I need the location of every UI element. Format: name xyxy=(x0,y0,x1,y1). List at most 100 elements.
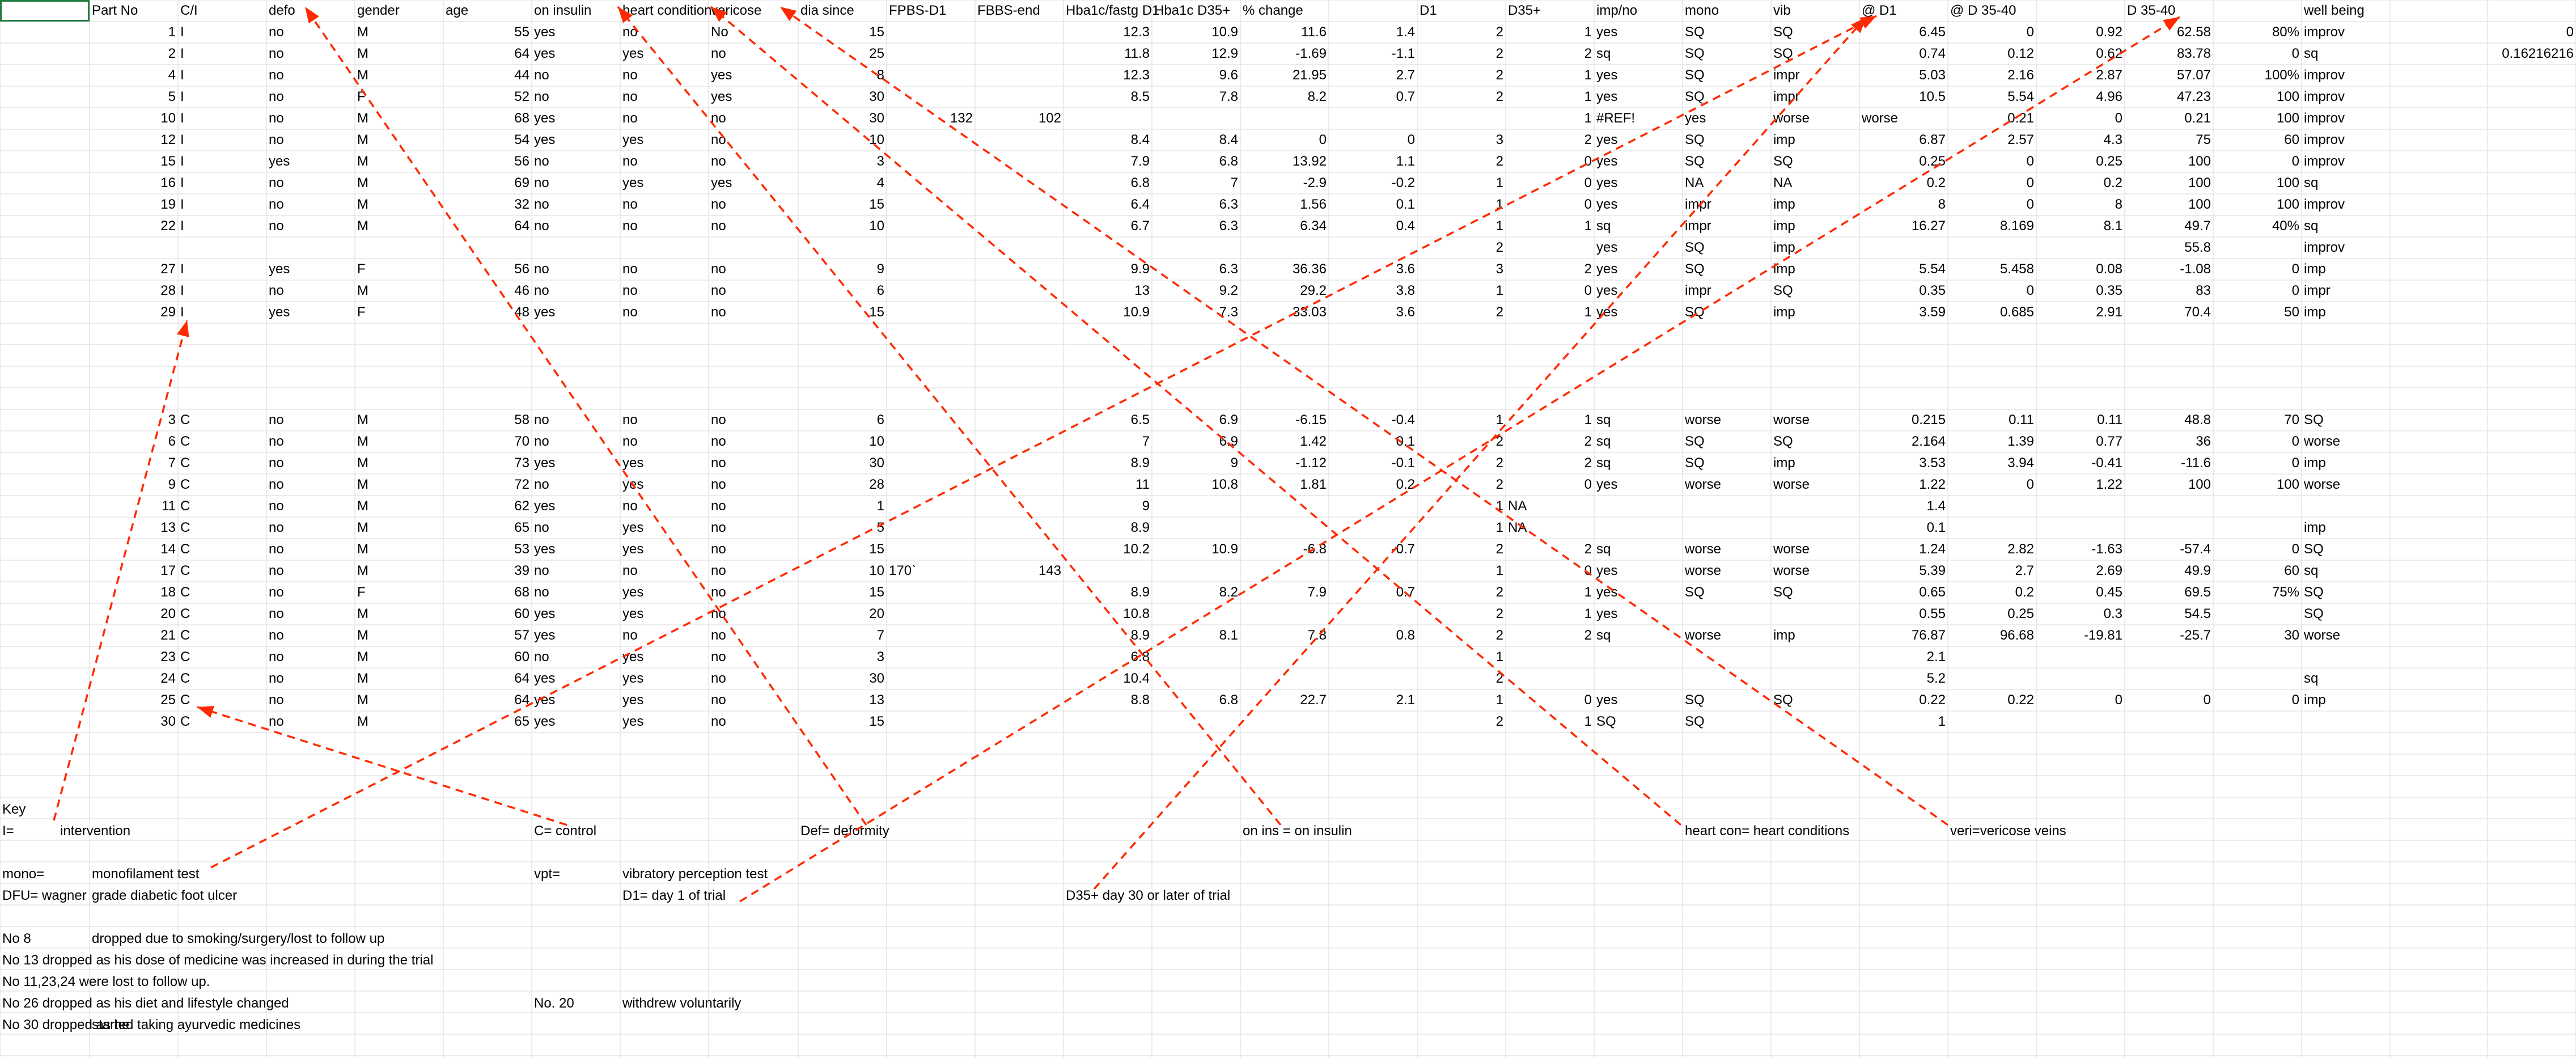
table-cell[interactable]: 9 xyxy=(1230,455,1238,471)
table-cell[interactable]: 6.8 xyxy=(1130,175,1150,191)
table-cell[interactable]: 0.8 xyxy=(1396,628,1415,643)
table-cell[interactable]: imp xyxy=(1773,197,1795,212)
table-cell[interactable]: no xyxy=(622,434,638,449)
table-cell[interactable]: M xyxy=(357,606,368,621)
table-cell[interactable]: improv xyxy=(2304,132,2345,147)
column-header[interactable]: @ D1 xyxy=(1862,3,1897,18)
table-cell[interactable]: yes xyxy=(269,304,290,320)
table-cell[interactable]: 8.4 xyxy=(1219,132,1238,147)
table-cell[interactable]: no xyxy=(534,218,549,234)
table-cell[interactable]: 62 xyxy=(514,498,529,514)
table-cell[interactable]: no xyxy=(622,261,638,277)
table-cell[interactable]: sq xyxy=(2304,46,2319,61)
table-cell[interactable]: 3.6 xyxy=(1396,304,1415,320)
table-cell[interactable]: 2 xyxy=(1584,46,1592,61)
column-header[interactable]: on insulin xyxy=(534,3,592,18)
table-cell[interactable]: 0.1 xyxy=(1396,197,1415,212)
table-cell[interactable]: no xyxy=(711,218,726,234)
table-cell[interactable]: 96.68 xyxy=(1999,628,2034,643)
table-cell[interactable]: no xyxy=(711,132,726,147)
table-cell[interactable]: 0.35 xyxy=(1919,283,1946,298)
table-cell[interactable]: no xyxy=(711,261,726,277)
table-cell[interactable]: NA xyxy=(1773,175,1793,191)
table-cell[interactable]: I xyxy=(180,175,184,191)
table-cell[interactable]: 0.08 xyxy=(2096,261,2122,277)
table-cell[interactable]: M xyxy=(357,111,368,126)
table-cell[interactable]: SQ xyxy=(1685,240,1705,255)
table-cell[interactable]: yes xyxy=(269,154,290,169)
table-cell[interactable]: 8.1 xyxy=(2103,218,2122,234)
table-cell[interactable]: 1.56 xyxy=(1300,197,1327,212)
table-cell[interactable]: 22 xyxy=(160,218,176,234)
table-cell[interactable]: 6.9 xyxy=(1219,434,1238,449)
table-cell[interactable]: 0.22 xyxy=(2007,692,2034,708)
table-cell[interactable]: 5.458 xyxy=(1999,261,2034,277)
table-cell[interactable]: imp xyxy=(1773,628,1795,643)
table-cell[interactable]: yes xyxy=(622,671,644,686)
table-cell[interactable]: 2 xyxy=(1495,89,1503,104)
key-insulin[interactable]: on ins = on insulin xyxy=(1243,823,1352,839)
table-cell[interactable]: I xyxy=(180,24,184,40)
table-cell[interactable]: 60 xyxy=(514,606,529,621)
table-cell[interactable]: no xyxy=(269,434,284,449)
table-cell[interactable]: no xyxy=(269,218,284,234)
table-cell[interactable]: yes xyxy=(1596,477,1618,492)
table-cell[interactable]: 64 xyxy=(514,46,529,61)
table-cell[interactable]: -25.7 xyxy=(2180,628,2211,643)
table-cell[interactable]: 0.21 xyxy=(2184,111,2211,126)
table-cell[interactable]: yes xyxy=(711,89,732,104)
table-cell[interactable]: 0.16216216 xyxy=(2502,46,2574,61)
table-cell[interactable]: yes xyxy=(1596,197,1618,212)
table-cell[interactable]: 3 xyxy=(168,412,176,428)
table-cell[interactable]: No xyxy=(711,24,728,40)
table-cell[interactable]: C xyxy=(180,541,190,557)
table-cell[interactable]: 3 xyxy=(1495,261,1503,277)
table-cell[interactable]: 1 xyxy=(1584,89,1592,104)
table-cell[interactable]: no xyxy=(711,154,726,169)
table-cell[interactable]: yes xyxy=(622,649,644,665)
table-cell[interactable]: 1.4 xyxy=(1926,498,1946,514)
table-cell[interactable]: sq xyxy=(2304,175,2319,191)
table-cell[interactable]: SQ xyxy=(1773,46,1793,61)
table-cell[interactable]: I xyxy=(180,283,184,298)
table-cell[interactable]: 0.4 xyxy=(1396,218,1415,234)
table-cell[interactable]: impr xyxy=(1773,67,1800,83)
table-cell[interactable]: 8 xyxy=(2115,197,2122,212)
table-cell[interactable]: yes xyxy=(622,692,644,708)
table-cell[interactable]: 3 xyxy=(876,154,884,169)
table-cell[interactable]: 2.69 xyxy=(2096,563,2122,578)
table-cell[interactable]: 2 xyxy=(1495,606,1503,621)
table-cell[interactable]: 53 xyxy=(514,541,529,557)
table-cell[interactable]: 3 xyxy=(1495,132,1503,147)
table-cell[interactable]: yes xyxy=(534,628,556,643)
table-cell[interactable]: 0.2 xyxy=(1396,477,1415,492)
table-cell[interactable]: 83 xyxy=(2196,283,2211,298)
table-cell[interactable]: 8.5 xyxy=(1130,89,1150,104)
table-cell[interactable]: no xyxy=(269,649,284,665)
table-cell[interactable]: yes xyxy=(1596,240,1618,255)
table-cell[interactable]: NA xyxy=(1685,175,1704,191)
table-cell[interactable]: no xyxy=(534,412,549,428)
column-header[interactable]: vib xyxy=(1773,3,1791,18)
table-cell[interactable]: 11.8 xyxy=(1124,46,1150,61)
table-cell[interactable]: yes xyxy=(534,541,556,557)
table-cell[interactable]: 1.39 xyxy=(2007,434,2034,449)
table-cell[interactable]: I xyxy=(180,89,184,104)
table-cell[interactable]: 55.8 xyxy=(2184,240,2211,255)
table-cell[interactable]: 2 xyxy=(1584,261,1592,277)
table-cell[interactable]: SQ xyxy=(1685,692,1705,708)
note-20-id[interactable]: No. 20 xyxy=(534,996,574,1011)
table-cell[interactable]: 70 xyxy=(2284,412,2299,428)
table-cell[interactable]: yes xyxy=(711,175,732,191)
table-cell[interactable]: 2 xyxy=(1495,434,1503,449)
table-cell[interactable]: 58 xyxy=(514,412,529,428)
table-cell[interactable]: 65 xyxy=(514,714,529,729)
table-cell[interactable]: sq xyxy=(1596,541,1611,557)
table-cell[interactable]: SQ xyxy=(1773,434,1793,449)
table-cell[interactable]: 36.36 xyxy=(1292,261,1327,277)
table-cell[interactable]: 2 xyxy=(168,46,176,61)
table-cell[interactable]: 30 xyxy=(869,671,884,686)
table-cell[interactable]: 8.9 xyxy=(1130,628,1150,643)
table-cell[interactable]: 68 xyxy=(514,585,529,600)
table-cell[interactable]: 0.1 xyxy=(1926,520,1946,535)
